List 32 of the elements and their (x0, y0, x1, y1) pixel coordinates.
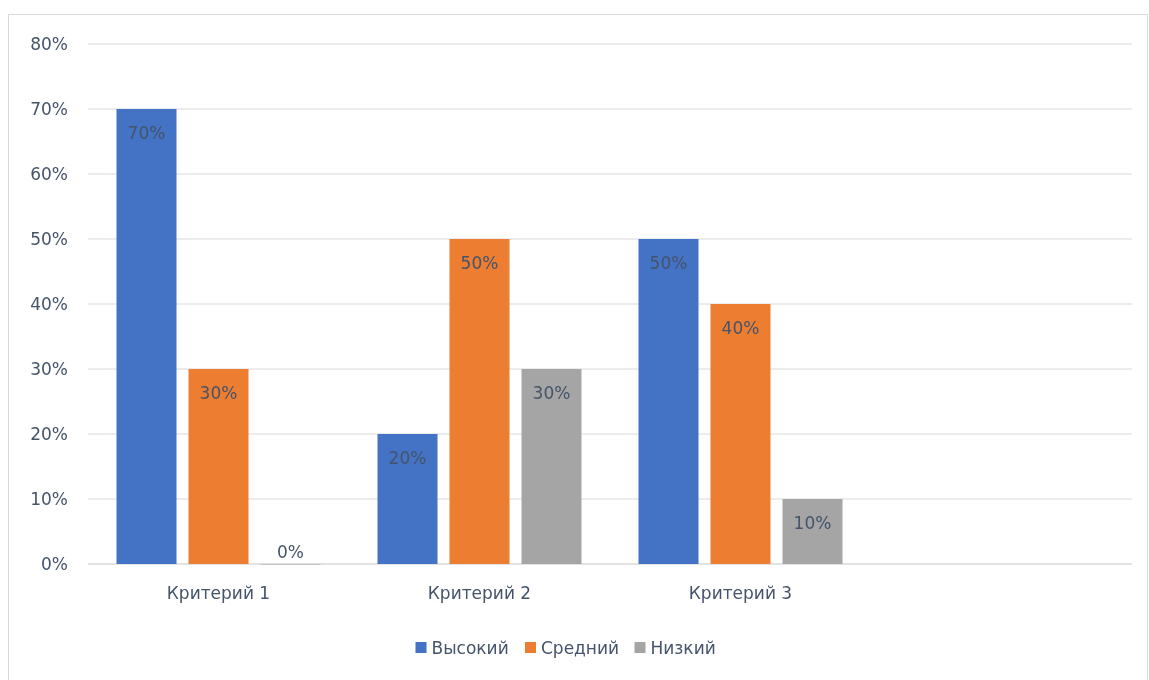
data-label: 10% (793, 513, 832, 533)
data-label: 50% (460, 253, 499, 273)
y-tick-label: 40% (30, 293, 68, 314)
y-tick-label: 80% (30, 33, 68, 54)
bar (188, 369, 249, 564)
legend-label: Высокий (431, 637, 509, 658)
data-label: 20% (388, 448, 427, 468)
bar (449, 239, 510, 564)
y-tick-label: 70% (30, 98, 68, 119)
legend-label: Средний (541, 637, 620, 658)
bar (521, 369, 582, 564)
data-label: 70% (127, 123, 166, 143)
bar (782, 499, 843, 564)
y-tick-label: 30% (30, 358, 68, 379)
data-label: 30% (199, 383, 238, 403)
y-tick-label: 10% (30, 488, 68, 509)
legend-label: Низкий (650, 637, 716, 658)
x-tick-label: Критерий 3 (688, 583, 793, 603)
data-label: 0% (277, 542, 304, 562)
x-tick-label: Критерий 2 (427, 583, 532, 603)
x-tick-label: Критерий 1 (166, 583, 271, 603)
y-tick-label: 60% (30, 163, 68, 184)
y-tick-label: 0% (41, 553, 68, 574)
bar (638, 239, 699, 564)
bar (377, 434, 438, 564)
data-label: 40% (721, 318, 760, 338)
y-tick-label: 20% (30, 423, 68, 444)
data-label: 50% (649, 253, 688, 273)
data-label: 30% (532, 383, 571, 403)
bar (710, 304, 771, 564)
y-tick-label: 50% (30, 228, 68, 249)
bar (116, 109, 177, 564)
